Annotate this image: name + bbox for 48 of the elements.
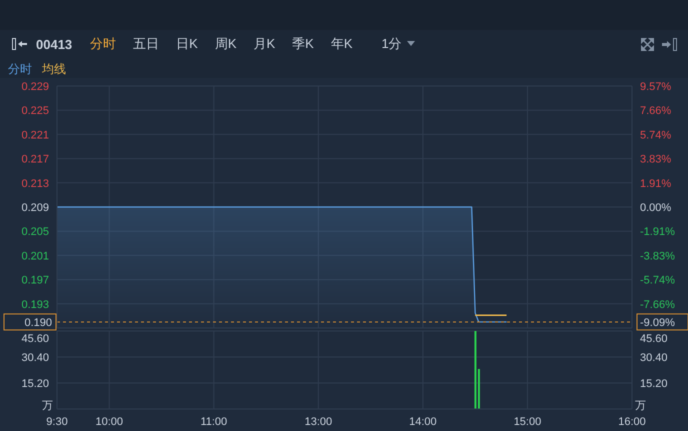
- x-tick-label: 13:00: [304, 416, 332, 428]
- y-tick-label: 30.40: [21, 352, 49, 364]
- y-tick-label: 0.209: [21, 202, 49, 214]
- y-tick-label: 0.221: [21, 129, 49, 142]
- y2-tick-label: 15.20: [640, 378, 668, 390]
- y2-tick-label: 0.00%: [640, 202, 672, 214]
- x-tick-label: 16:00: [618, 416, 646, 428]
- x-tick-label: 11:00: [200, 416, 228, 428]
- ref-line-label: 0.190: [24, 316, 52, 329]
- y-tick-label: 15.20: [21, 378, 49, 390]
- y-tick-label: 0.201: [21, 250, 49, 262]
- x-tick-label: 9:30: [46, 416, 68, 428]
- text: 年K: [330, 35, 353, 53]
- text: 季K: [292, 35, 314, 53]
- text: 五日: [133, 35, 160, 53]
- text: 均线: [42, 61, 66, 78]
- legend-label: 分时: [8, 61, 32, 78]
- y2-tick-label: 7.66%: [640, 105, 672, 118]
- y-tick-label: 0.205: [21, 226, 49, 238]
- y2-tick-label: 45.60: [640, 333, 668, 345]
- y2-tick-label: 30.40: [640, 352, 668, 364]
- text: 00413: [36, 36, 72, 52]
- y2-tick-label: -3.83%: [640, 250, 676, 262]
- y-axis-title: 万: [42, 400, 53, 412]
- y-tick-label: 0.225: [21, 105, 49, 118]
- y-tick-label: 0.213: [21, 178, 49, 190]
- y2-tick-label: -1.91%: [640, 226, 676, 238]
- y2-tick-label: 1.91%: [640, 178, 672, 190]
- x-tick-label: 10:00: [96, 416, 124, 428]
- text: 月K: [254, 35, 276, 53]
- y-tick-label: 0.229: [21, 81, 49, 93]
- y2-tick-label: -5.74%: [640, 274, 676, 287]
- text: 分时: [90, 35, 116, 53]
- x-tick-label: 15:00: [514, 416, 542, 428]
- y2-tick-label: 5.74%: [640, 129, 672, 142]
- x-tick-label: 14:00: [409, 416, 437, 428]
- y2-tick-label: -7.66%: [640, 298, 676, 311]
- y2-axis-title: 万: [635, 400, 646, 412]
- y-tick-label: 0.197: [21, 274, 49, 287]
- y2-tick-label: -9.09%: [640, 316, 676, 329]
- y2-tick-label: 3.83%: [640, 154, 672, 166]
- y-tick-label: 45.60: [21, 333, 49, 345]
- text: 日K: [176, 35, 198, 53]
- y2-tick-label: 9.57%: [640, 81, 672, 93]
- text: 1分: [382, 35, 402, 53]
- text: 周K: [214, 35, 236, 53]
- y-tick-label: 0.217: [21, 154, 49, 166]
- y-tick-label: 0.193: [21, 298, 49, 311]
